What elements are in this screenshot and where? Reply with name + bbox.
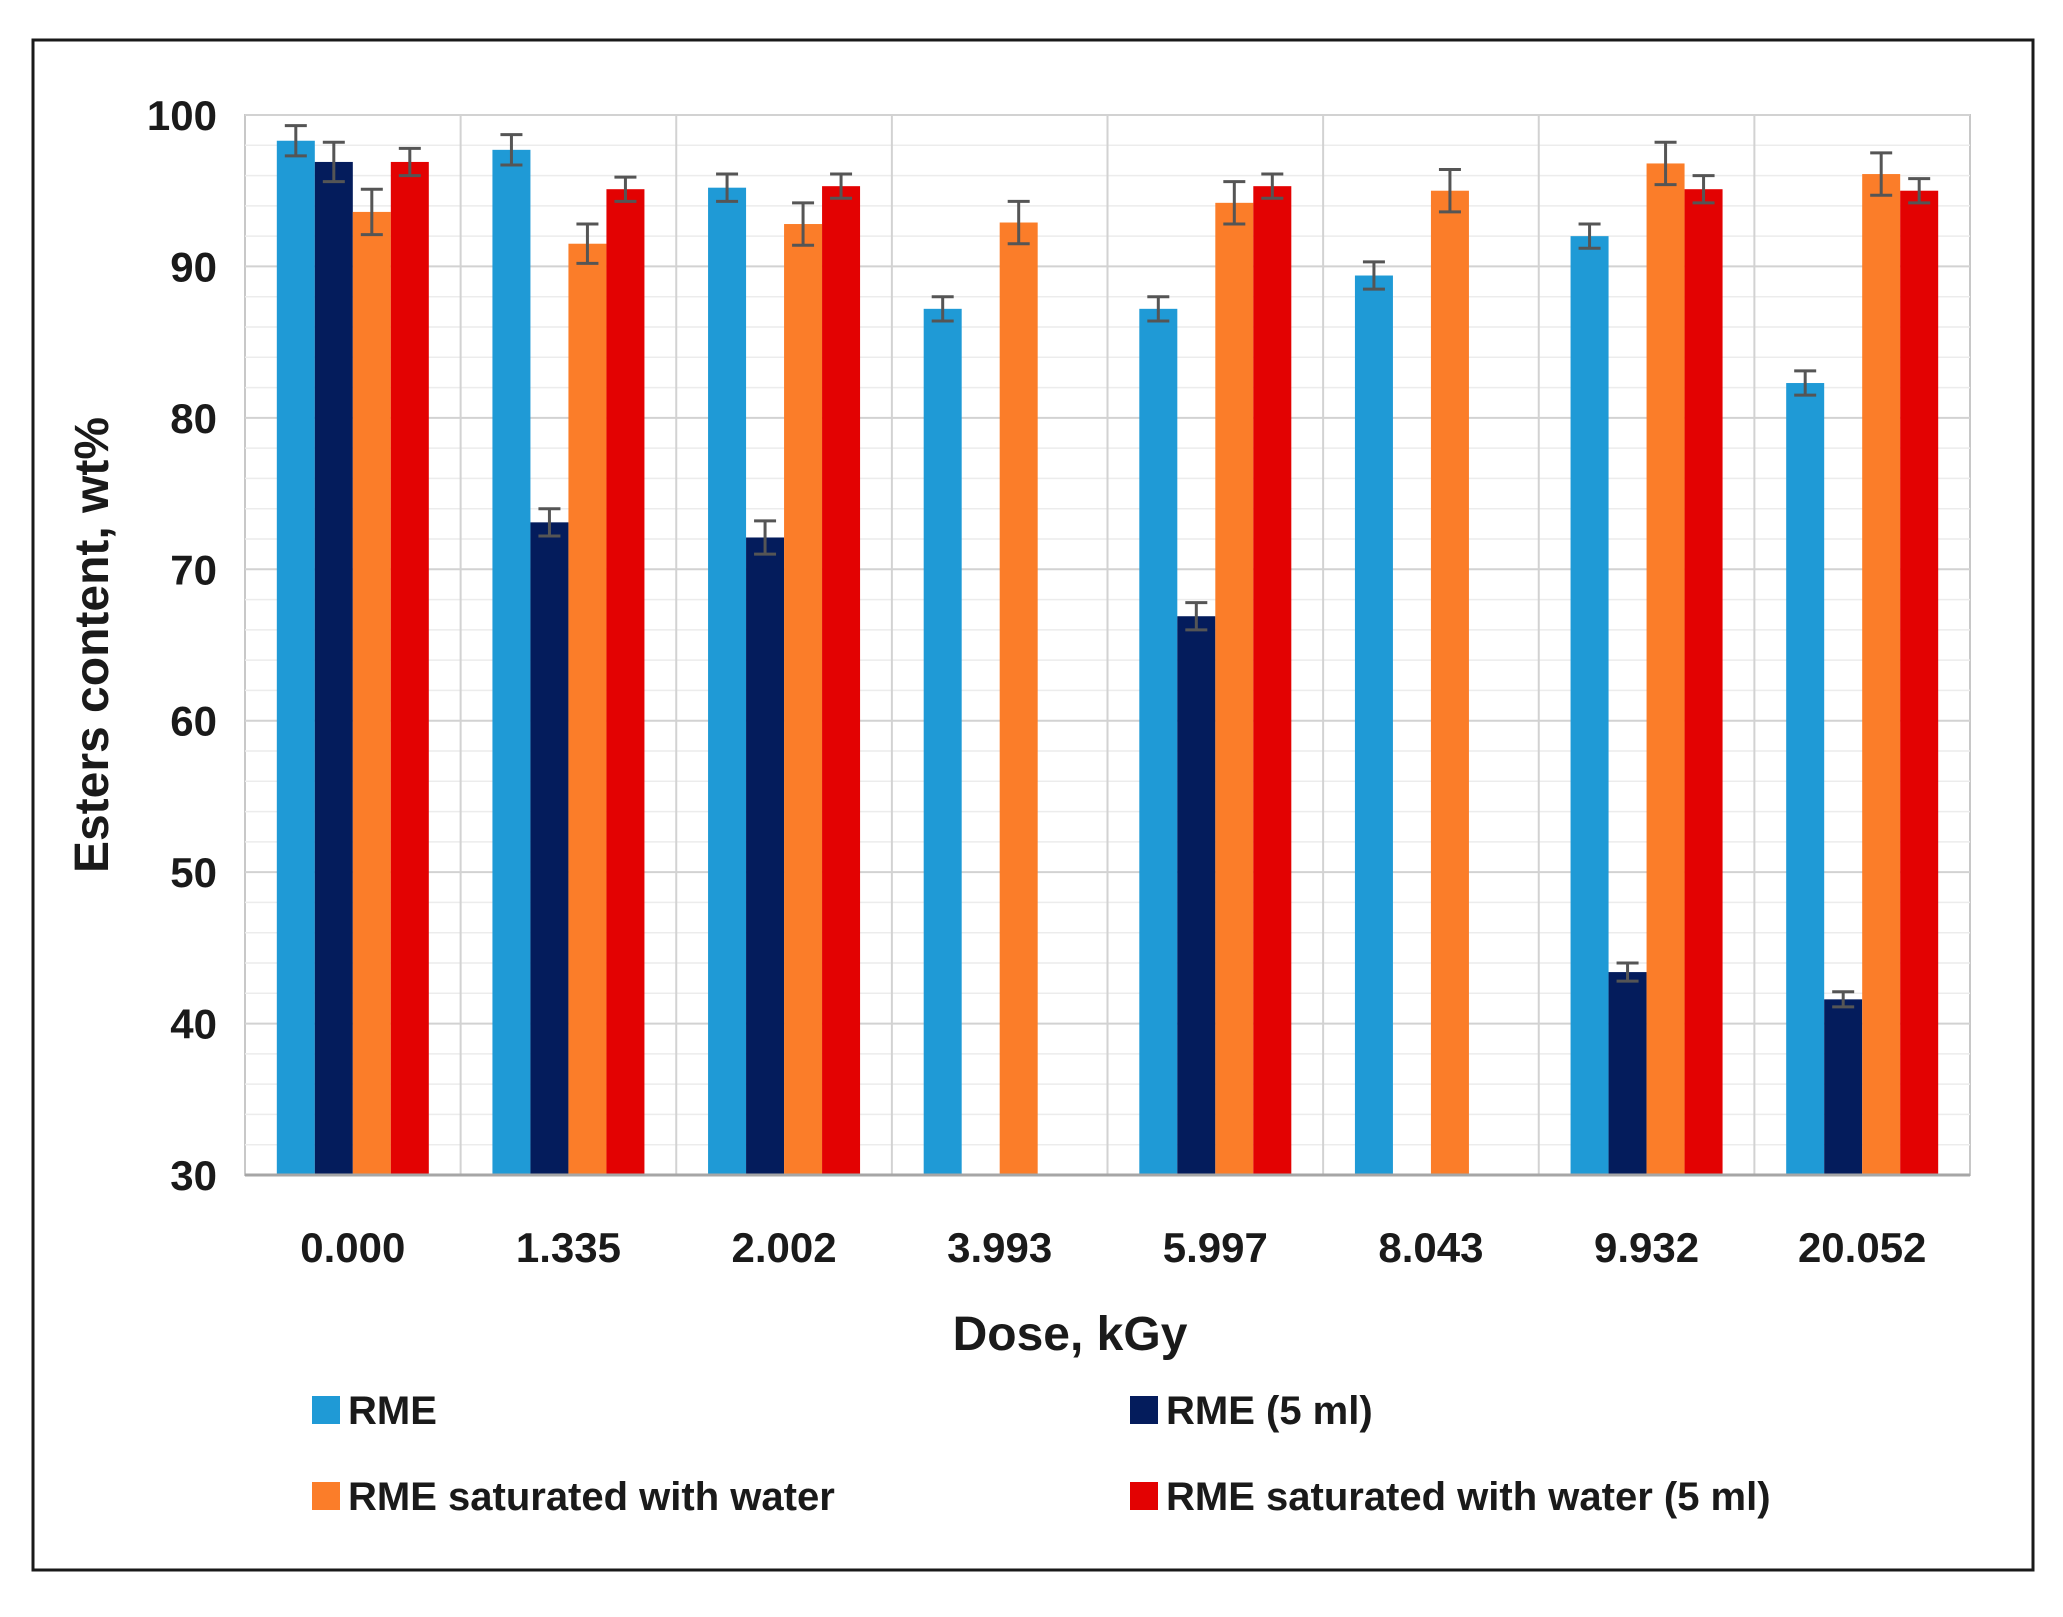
bar xyxy=(568,243,607,1175)
y-tick-label: 80 xyxy=(170,395,217,442)
bar xyxy=(1570,236,1609,1176)
bar xyxy=(1354,275,1393,1175)
bar xyxy=(352,211,391,1175)
bar xyxy=(999,222,1038,1175)
bar xyxy=(1862,174,1901,1176)
x-tick-label: 20.052 xyxy=(1798,1224,1926,1271)
bar xyxy=(530,522,569,1175)
legend-swatch xyxy=(1130,1396,1158,1424)
legend-swatch xyxy=(312,1396,340,1424)
bar xyxy=(492,149,531,1175)
bar xyxy=(822,186,861,1175)
x-tick-label: 1.335 xyxy=(516,1224,621,1271)
bar xyxy=(606,189,645,1175)
legend: RME RME (5 ml) RME saturated with water RME… xyxy=(312,1389,1771,1519)
bar xyxy=(923,308,962,1175)
x-tick-label: 8.043 xyxy=(1378,1224,1483,1271)
bar xyxy=(1900,190,1939,1175)
bar xyxy=(276,140,315,1175)
category-dividers xyxy=(459,115,1756,1175)
bar xyxy=(1139,308,1178,1175)
x-tick-label: 0.000 xyxy=(300,1224,405,1271)
y-tick-label: 30 xyxy=(170,1152,217,1199)
bar xyxy=(1608,972,1647,1175)
y-tick-label: 70 xyxy=(170,546,217,593)
x-tick-label: 2.002 xyxy=(732,1224,837,1271)
bar xyxy=(708,187,747,1175)
bar xyxy=(1430,190,1469,1175)
bar xyxy=(1215,202,1254,1176)
bar xyxy=(746,537,785,1175)
legend-label: RME saturated with water (5 ml) xyxy=(1166,1475,1771,1519)
y-tick-label: 50 xyxy=(170,849,217,896)
bar xyxy=(1646,163,1685,1175)
bar xyxy=(1177,616,1216,1175)
bar xyxy=(1786,383,1825,1175)
y-tick-labels: 30 40 50 60 70 80 90 100 xyxy=(147,92,217,1199)
x-tick-labels: 0.000 1.335 2.002 3.993 5.997 8.043 9.932 20.05… xyxy=(300,1224,1926,1271)
x-tick-label: 9.932 xyxy=(1594,1224,1699,1271)
legend-label: RME xyxy=(348,1389,437,1433)
y-tick-label: 40 xyxy=(170,1001,217,1048)
legend-label: RME (5 ml) xyxy=(1166,1389,1373,1433)
bars xyxy=(276,140,1939,1176)
bar xyxy=(1824,999,1863,1175)
legend-swatch xyxy=(1130,1482,1158,1510)
bar xyxy=(390,161,429,1175)
bar xyxy=(314,161,353,1175)
legend-swatch xyxy=(312,1482,340,1510)
y-tick-label: 90 xyxy=(170,243,217,290)
y-tick-label: 100 xyxy=(147,92,217,139)
x-tick-label: 3.993 xyxy=(947,1224,1052,1271)
legend-label: RME saturated with water xyxy=(348,1475,835,1519)
x-axis-title: Dose, kGy xyxy=(953,1308,1188,1361)
error-bars xyxy=(284,124,1931,1009)
y-axis-title: Esters content, wt% xyxy=(66,417,119,873)
bar xyxy=(1253,186,1292,1175)
bar xyxy=(1684,189,1723,1175)
y-tick-label: 60 xyxy=(170,698,217,745)
x-tick-label: 5.997 xyxy=(1163,1224,1268,1271)
bar xyxy=(784,224,823,1175)
